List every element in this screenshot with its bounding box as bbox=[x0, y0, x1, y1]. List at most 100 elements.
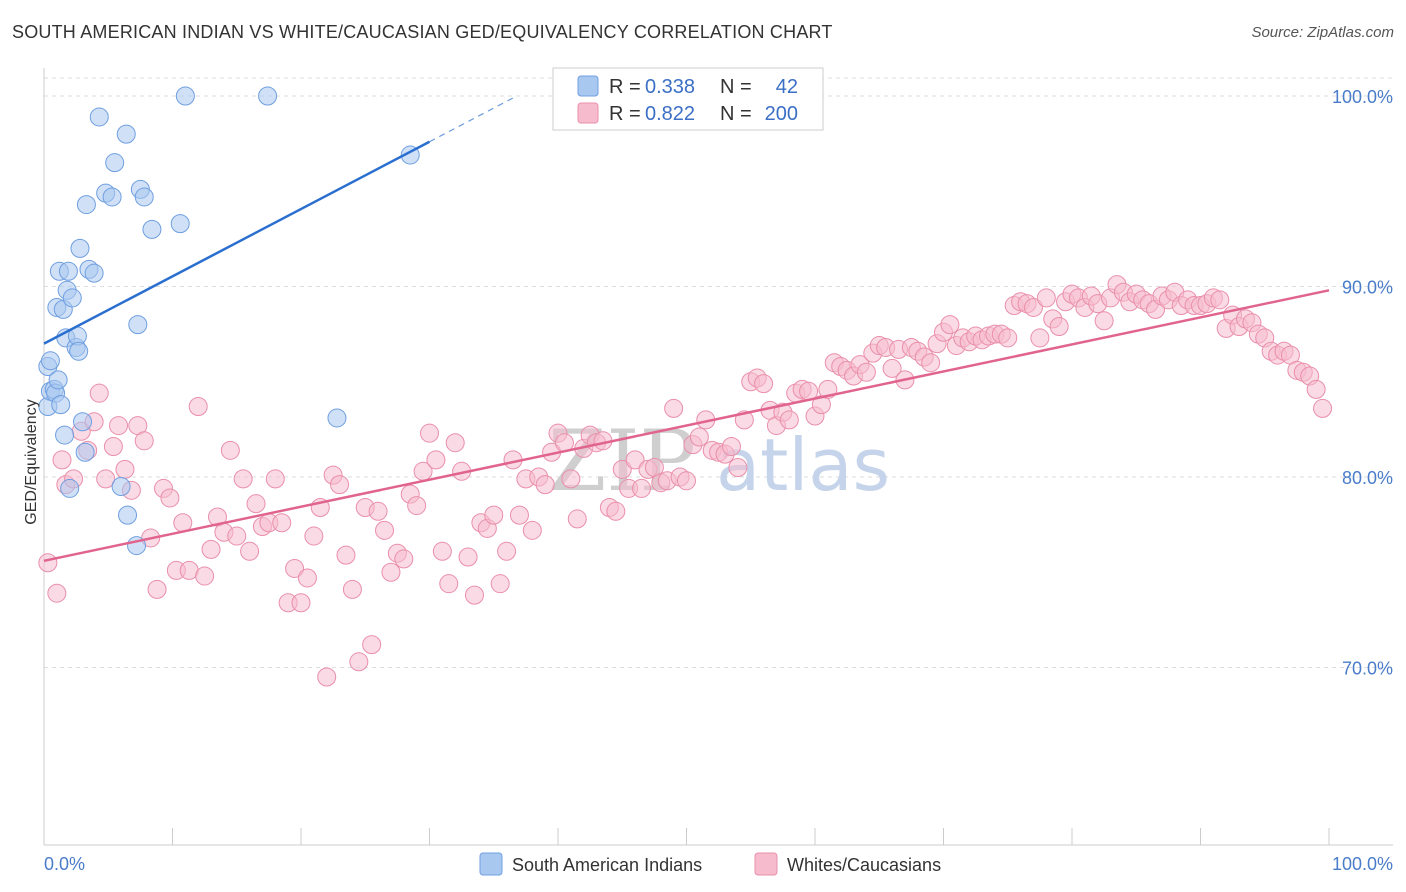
point-whites-caucasians bbox=[291, 593, 311, 613]
point-whites-caucasians bbox=[677, 471, 696, 491]
series-legend-swatch-pink bbox=[754, 852, 778, 876]
point-whites-caucasians bbox=[625, 450, 645, 470]
legend-n-value-blue: 42 bbox=[776, 76, 798, 98]
point-whites-caucasians bbox=[336, 545, 356, 565]
point-whites-caucasians bbox=[220, 440, 240, 460]
legend-n-label-blue: N = bbox=[720, 76, 752, 98]
point-whites-caucasians bbox=[38, 553, 58, 573]
legend-r-value-pink: 0.822 bbox=[645, 103, 695, 125]
point-whites-caucasians bbox=[272, 513, 292, 533]
point-south-american-indians bbox=[134, 187, 154, 207]
point-whites-caucasians bbox=[721, 437, 741, 457]
point-whites-caucasians bbox=[940, 315, 960, 335]
y-tick-label: 70.0% bbox=[1342, 659, 1393, 679]
point-whites-caucasians bbox=[1210, 290, 1230, 310]
point-whites-caucasians bbox=[432, 541, 452, 561]
point-whites-caucasians bbox=[201, 539, 221, 559]
point-whites-caucasians bbox=[285, 558, 305, 578]
point-south-american-indians bbox=[62, 288, 82, 308]
point-whites-caucasians bbox=[664, 398, 684, 418]
legend-n-value-pink: 200 bbox=[765, 103, 798, 125]
point-whites-caucasians bbox=[522, 520, 542, 540]
trend-lines bbox=[43, 97, 1330, 563]
point-south-american-indians bbox=[258, 86, 278, 106]
point-whites-caucasians bbox=[1049, 317, 1069, 337]
point-whites-caucasians bbox=[561, 469, 581, 489]
point-south-american-indians bbox=[111, 477, 131, 497]
point-whites-caucasians bbox=[535, 475, 555, 495]
point-whites-caucasians bbox=[103, 437, 123, 457]
chart-source: Source: ZipAtlas.com bbox=[1251, 24, 1394, 41]
y-tick-label: 80.0% bbox=[1342, 468, 1393, 488]
point-whites-caucasians bbox=[89, 383, 109, 403]
point-whites-caucasians bbox=[147, 579, 167, 599]
point-whites-caucasians bbox=[484, 505, 504, 525]
point-whites-caucasians bbox=[779, 410, 799, 430]
stats-legend: R = 0.338 N = 42 R = 0.822 N = 200 bbox=[552, 67, 824, 131]
point-south-american-indians bbox=[55, 425, 75, 445]
point-whites-caucasians bbox=[134, 431, 154, 451]
point-whites-caucasians bbox=[921, 353, 941, 373]
point-south-american-indians bbox=[327, 408, 347, 428]
point-whites-caucasians bbox=[362, 635, 382, 655]
legend-n-label-pink: N = bbox=[720, 103, 752, 125]
point-south-american-indians bbox=[142, 219, 162, 239]
point-whites-caucasians bbox=[381, 562, 401, 582]
point-south-american-indians bbox=[76, 195, 96, 215]
point-south-american-indians bbox=[175, 86, 195, 106]
point-whites-caucasians bbox=[567, 509, 587, 529]
point-south-american-indians bbox=[105, 153, 125, 173]
point-whites-caucasians bbox=[439, 574, 459, 594]
point-south-american-indians bbox=[60, 478, 80, 498]
legend-swatch-pink bbox=[577, 102, 599, 124]
point-whites-caucasians bbox=[728, 457, 748, 477]
point-whites-caucasians bbox=[497, 541, 517, 561]
x-tick-label-min: 0.0% bbox=[44, 854, 85, 874]
point-south-american-indians bbox=[116, 124, 136, 144]
grid bbox=[44, 77, 1393, 668]
point-whites-caucasians bbox=[317, 667, 337, 687]
point-whites-caucasians bbox=[754, 374, 774, 394]
point-south-american-indians bbox=[118, 505, 138, 525]
point-whites-caucasians bbox=[490, 574, 510, 594]
trend-line-south-american-indians bbox=[43, 140, 431, 345]
point-whites-caucasians bbox=[1030, 328, 1050, 348]
point-whites-caucasians bbox=[689, 427, 709, 447]
point-whites-caucasians bbox=[304, 526, 324, 546]
point-whites-caucasians bbox=[606, 501, 626, 521]
legend-r-label-blue: R = bbox=[609, 76, 641, 98]
point-south-american-indians bbox=[48, 370, 68, 390]
point-south-american-indians bbox=[89, 107, 109, 127]
point-south-american-indians bbox=[128, 315, 148, 335]
legend-r-value-blue: 0.338 bbox=[645, 76, 695, 98]
point-south-american-indians bbox=[170, 214, 190, 234]
point-whites-caucasians bbox=[188, 397, 208, 417]
y-axis-title: GED/Equivalency bbox=[23, 399, 40, 524]
point-whites-caucasians bbox=[856, 362, 876, 382]
point-south-american-indians bbox=[69, 341, 89, 361]
point-whites-caucasians bbox=[297, 568, 317, 588]
point-whites-caucasians bbox=[52, 450, 72, 470]
point-whites-caucasians bbox=[47, 583, 67, 603]
point-whites-caucasians bbox=[330, 475, 350, 495]
point-south-american-indians bbox=[84, 263, 104, 283]
point-whites-caucasians bbox=[115, 459, 135, 479]
point-whites-caucasians bbox=[96, 469, 116, 489]
point-whites-caucasians bbox=[240, 541, 260, 561]
point-whites-caucasians bbox=[464, 585, 484, 605]
point-south-american-indians bbox=[51, 395, 71, 415]
point-whites-caucasians bbox=[349, 652, 369, 672]
points-south-american-indians bbox=[38, 86, 420, 556]
series-legend-label-pink: Whites/Caucasians bbox=[787, 855, 941, 875]
point-whites-caucasians bbox=[1306, 379, 1326, 399]
point-south-american-indians bbox=[75, 442, 95, 462]
point-whites-caucasians bbox=[368, 501, 388, 521]
point-whites-caucasians bbox=[882, 358, 902, 378]
trend-line-extension-south-american-indians bbox=[429, 97, 514, 143]
point-whites-caucasians bbox=[265, 469, 285, 489]
x-tick-label-max: 100.0% bbox=[1332, 854, 1393, 874]
legend-r-label-pink: R = bbox=[609, 103, 641, 125]
point-south-american-indians bbox=[40, 351, 60, 371]
axes bbox=[43, 68, 1393, 846]
